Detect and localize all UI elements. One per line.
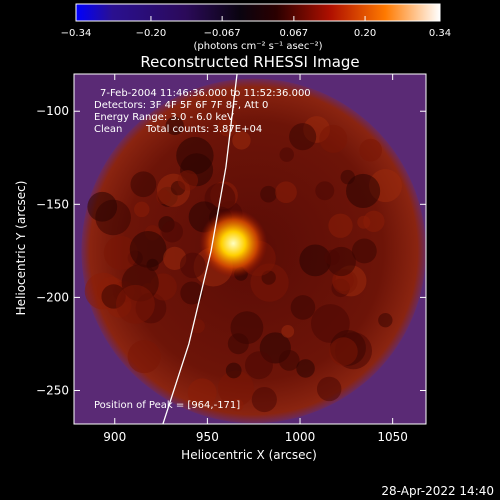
- clean-blotch: [316, 376, 342, 402]
- clean-blotch: [315, 181, 335, 201]
- colorbar-ticks: −0.34 −0.20 −0.067 0.067 0.20 0.34: [61, 16, 451, 39]
- clean-blotch: [299, 244, 332, 277]
- colorbar-tick-label: 0.20: [354, 28, 376, 39]
- y-tick-label: −150: [36, 197, 69, 211]
- clean-blotch: [319, 124, 348, 153]
- colorbar-tick-label: −0.067: [204, 28, 241, 39]
- colorbar: [76, 4, 440, 21]
- counts-annotation: Total counts: 3.87E+04: [145, 124, 262, 135]
- y-tick-label: −200: [36, 290, 69, 304]
- clean-blotch: [279, 147, 294, 162]
- clean-blotch: [328, 213, 353, 238]
- detectors-annotation: Detectors: 3F 4F 5F 6F 7F 8F, Att 0: [94, 100, 268, 111]
- x-axis-label: Heliocentric X (arcsec): [181, 448, 317, 462]
- energy-annotation: Energy Range: 3.0 - 6.0 keV: [94, 112, 234, 123]
- clean-blotch: [244, 351, 273, 380]
- clean-blotch: [359, 138, 383, 162]
- colorbar-tick-label: −0.20: [136, 28, 167, 39]
- x-tick-label: 900: [103, 430, 126, 444]
- clean-blotch: [217, 370, 255, 407]
- image-area: [74, 74, 426, 424]
- y-tick-label: −250: [36, 383, 69, 397]
- colorbar-tick-label: 0.067: [280, 28, 309, 39]
- clean-blotch: [231, 398, 244, 412]
- clean-blotch: [127, 340, 161, 374]
- clean-blotch: [156, 189, 171, 205]
- y-tick-label: −100: [36, 104, 69, 118]
- clean-blotch: [278, 349, 300, 371]
- clean-blotch: [296, 359, 315, 378]
- method-annotation: Clean: [94, 124, 122, 135]
- plot-frame: [73, 73, 427, 425]
- clean-blotch: [227, 333, 249, 355]
- clean-blotch: [289, 123, 317, 151]
- clean-blotch: [329, 337, 358, 366]
- clean-blotch: [179, 252, 206, 279]
- colorbar-unit-label: (photons cm⁻² s⁻¹ asec⁻²): [193, 41, 322, 52]
- colorbar-tick-label: 0.34: [429, 28, 451, 39]
- peak-source: [199, 209, 268, 278]
- clean-blotch: [217, 117, 238, 137]
- x-tick-label: 1050: [377, 430, 408, 444]
- clean-blotch: [351, 238, 377, 264]
- clean-blotch: [115, 284, 155, 324]
- x-axis-ticks: 900 950 1000 1050: [103, 74, 408, 444]
- footer-datetime: 28-Apr-2022 14:40: [381, 484, 494, 498]
- clean-blotch: [251, 386, 277, 413]
- time-range-annotation: 7-Feb-2004 11:46:36.000 to 11:52:36.000: [100, 88, 311, 99]
- clean-blotch: [177, 170, 199, 191]
- solar-limb: [162, 74, 238, 424]
- chart-title: Reconstructed RHESSI Image: [140, 53, 359, 71]
- colorbar-frame: [75, 3, 441, 22]
- peak-position-annotation: Position of Peak = [964,-171]: [94, 400, 240, 411]
- clean-blotch: [324, 249, 340, 266]
- clean-blotch: [103, 235, 138, 270]
- clean-blotch: [161, 220, 184, 243]
- clean-blotch: [232, 131, 251, 150]
- clean-blotches: [84, 116, 402, 413]
- clean-blotch: [346, 173, 381, 209]
- clean-blotch: [281, 324, 295, 338]
- clean-blotch: [165, 116, 184, 136]
- clean-blotch: [378, 313, 393, 328]
- clean-blotch: [129, 231, 167, 268]
- clean-blotch: [130, 171, 157, 198]
- clean-blotch: [290, 295, 316, 320]
- y-axis-label: Heliocentric Y (arcsec): [14, 181, 28, 316]
- x-tick-label: 1000: [285, 430, 316, 444]
- colorbar-tick-label: −0.34: [61, 28, 92, 39]
- clean-blotch: [180, 281, 204, 305]
- clean-blotch: [275, 181, 297, 204]
- clean-blotch: [134, 201, 150, 218]
- y-axis-ticks: −250 −200 −150 −100: [36, 104, 426, 397]
- clean-blotch: [87, 191, 118, 222]
- x-tick-label: 950: [196, 430, 219, 444]
- clean-blotch: [225, 362, 242, 379]
- clean-blotch: [187, 378, 217, 408]
- clean-blotch: [260, 185, 277, 203]
- clean-blotch: [363, 210, 385, 233]
